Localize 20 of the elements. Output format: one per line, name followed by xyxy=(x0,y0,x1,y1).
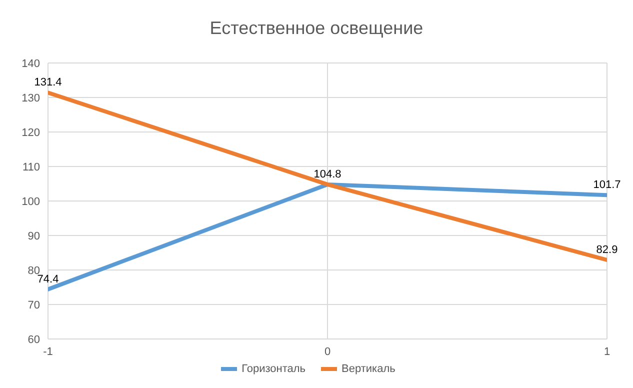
data-label: 74.4 xyxy=(37,273,59,286)
y-tick-label: 60 xyxy=(28,334,40,346)
y-tick-label: 130 xyxy=(22,92,40,104)
y-tick-label: 80 xyxy=(28,264,40,277)
y-tick-label: 120 xyxy=(22,126,40,139)
y-tick-label: 90 xyxy=(28,230,40,242)
x-tick-label: -1 xyxy=(43,346,53,358)
chart-title: Естественное освещение xyxy=(208,17,424,40)
y-tick-label: 100 xyxy=(22,196,40,208)
legend-label: Вертикаль xyxy=(342,363,396,375)
y-tick-label: 110 xyxy=(22,161,40,174)
y-tick-label: 140 xyxy=(22,58,40,70)
y-tick-label: 70 xyxy=(28,299,40,312)
data-label: 104.8 xyxy=(314,168,342,180)
data-label: 82.9 xyxy=(596,244,618,256)
x-tick-label: 1 xyxy=(604,346,610,358)
legend-label: Горизонталь xyxy=(242,363,306,375)
data-label: 101.7 xyxy=(593,179,621,192)
data-label: 131.4 xyxy=(34,76,62,89)
x-tick-label: 0 xyxy=(324,346,331,358)
